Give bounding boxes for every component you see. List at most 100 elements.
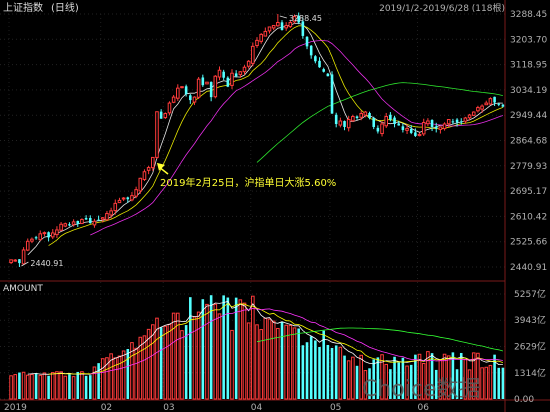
- axis-labels: 2440.91 2525.66 2610.42 2695.17 2779.93 2864.…: [4, 10, 547, 412]
- volume-bar: [109, 353, 113, 400]
- candle-body: [167, 102, 172, 114]
- volume-bar: [88, 375, 92, 399]
- volume-bar: [267, 318, 272, 400]
- candle-body: [405, 127, 409, 131]
- candle-body: [455, 119, 459, 123]
- price-ma-60: [256, 82, 503, 163]
- volume-bar: [130, 342, 134, 400]
- volume-bar: [146, 328, 151, 400]
- candle-body: [47, 232, 50, 238]
- candle-body: [21, 249, 26, 265]
- volume-bar: [50, 372, 55, 400]
- volume-bar: [372, 359, 375, 399]
- volume-bar: [155, 317, 159, 400]
- candle-body: [59, 223, 63, 231]
- volume-bar: [134, 347, 138, 400]
- month-label: 05: [330, 403, 341, 412]
- candle-body: [476, 107, 480, 112]
- candle-body: [209, 81, 213, 98]
- volume-bar: [209, 295, 213, 399]
- volume-bar: [355, 365, 359, 399]
- candle-body: [25, 240, 30, 251]
- candle-body: [284, 24, 288, 29]
- volume-bar: [38, 374, 43, 400]
- volume-bar: [280, 321, 284, 399]
- volume-bar: [251, 295, 255, 400]
- candle-body: [88, 218, 92, 224]
- volume-bar: [21, 371, 26, 400]
- candle-body: [363, 111, 368, 116]
- price-tick-label: 2610.42: [510, 212, 547, 222]
- volume-bar: [368, 368, 371, 399]
- candle-body: [484, 102, 489, 106]
- volume-bar: [92, 366, 97, 400]
- volume-bar: [189, 297, 192, 399]
- candle-body: [397, 123, 401, 126]
- candle-body: [146, 167, 151, 171]
- price-tick-label: 2440.91: [510, 263, 547, 273]
- candle-body: [180, 86, 184, 89]
- candle-body: [13, 259, 18, 262]
- candle-body: [63, 223, 68, 227]
- volume-bar: [121, 350, 126, 400]
- volume-bar: [409, 364, 413, 399]
- volume-bar: [97, 363, 100, 399]
- volume-bar: [343, 355, 346, 399]
- candle-body: [176, 87, 180, 99]
- candle-body: [442, 123, 447, 130]
- volume-bar: [446, 355, 451, 400]
- volume-bar: [9, 375, 13, 400]
- volume-bar: [234, 297, 238, 399]
- volume-tick-label: 0.00: [514, 395, 534, 405]
- annotation-arrowhead: [156, 162, 165, 171]
- candle-body: [343, 121, 346, 127]
- volume-bar: [238, 299, 243, 400]
- candle-body: [467, 114, 472, 119]
- volume-bar: [397, 362, 401, 399]
- candle-body: [134, 189, 138, 197]
- candle-body: [230, 72, 234, 86]
- annotation-text: 2019年2月25日，沪指单日大涨5.60%: [160, 176, 336, 189]
- low-marker-label: 2440.91: [30, 259, 63, 268]
- volume-bar: [142, 335, 147, 400]
- volume-bar: [71, 376, 76, 400]
- range-label: 2019/1/2-2019/6/28 (118根): [379, 2, 505, 14]
- volume-bar: [493, 354, 496, 399]
- candle-body: [251, 45, 255, 64]
- volume-bar: [438, 359, 443, 400]
- volume-bar: [467, 369, 472, 400]
- candle-body: [417, 133, 422, 137]
- candle-body: [421, 121, 426, 135]
- volume-bar: [196, 311, 201, 400]
- volume-bar: [501, 367, 505, 399]
- volume-bar: [417, 353, 422, 400]
- candle-body: [359, 113, 363, 118]
- candle-body: [246, 60, 251, 67]
- candle-body: [389, 114, 392, 120]
- candle-body: [238, 71, 243, 76]
- volume-tick-label: 5257亿: [514, 288, 546, 300]
- candle-body: [305, 36, 309, 47]
- candle-body: [338, 120, 343, 126]
- candle-body: [100, 217, 105, 220]
- price-tick-label: 2864.68: [510, 137, 547, 147]
- volume-bar: [105, 357, 109, 400]
- candle-body: [163, 113, 168, 119]
- volume-bar: [259, 329, 263, 400]
- volume-bar: [484, 366, 489, 400]
- volume-bar: [346, 360, 351, 400]
- volume-bar: [497, 367, 501, 399]
- candle-body: [446, 119, 451, 125]
- candle-body: [184, 86, 188, 95]
- volume-bar: [213, 303, 218, 400]
- volume-bar: [205, 303, 209, 400]
- volume-bar: [18, 372, 21, 399]
- price-ma-20: [90, 40, 504, 236]
- price-tick-label: 2949.44: [510, 111, 547, 121]
- volume-bar: [322, 330, 325, 399]
- candle-body: [318, 60, 321, 68]
- candle-body: [401, 126, 405, 130]
- volume-bar: [488, 364, 493, 400]
- volume-bar: [288, 324, 293, 400]
- volume-bar: [47, 375, 50, 399]
